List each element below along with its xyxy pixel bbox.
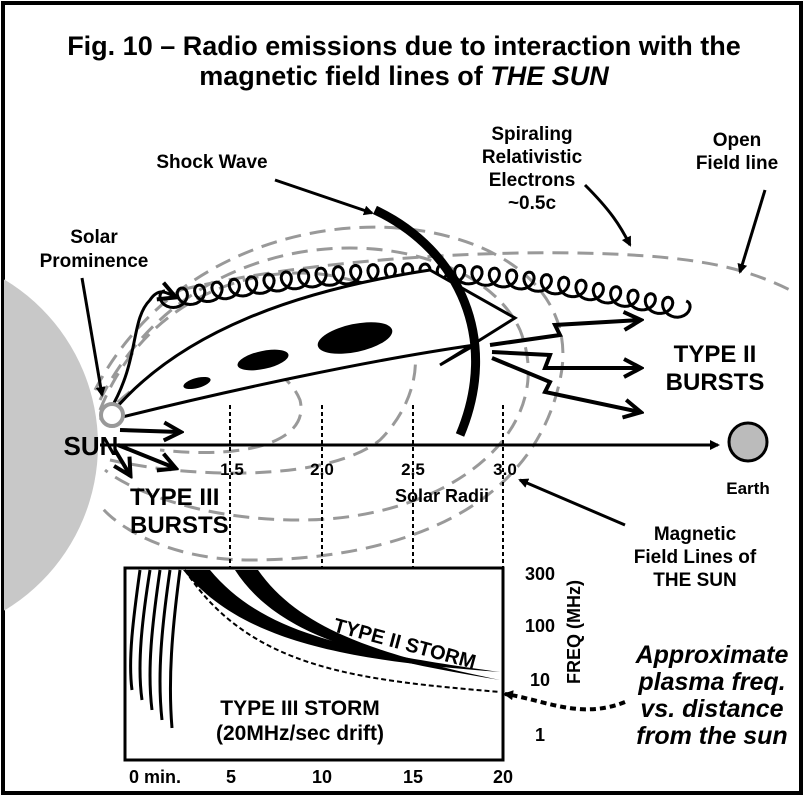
shock-wave-label: Shock Wave — [156, 152, 267, 173]
burst-arrows — [115, 320, 640, 475]
time-tick: 0 min. — [129, 767, 181, 787]
type3-bursts-label: TYPE III — [130, 484, 219, 511]
title-line2: magnetic field lines of THE SUN — [199, 61, 609, 91]
electrons-label: Spiraling — [491, 124, 572, 145]
radii-axis-label: Solar Radii — [395, 486, 489, 506]
plasma-note: vs. distance — [640, 695, 783, 723]
prominence-loop — [108, 292, 175, 411]
title-line1: Fig. 10 – Radio emissions due to interac… — [67, 31, 741, 61]
radii-tick: 1.5 — [220, 460, 244, 479]
field-lines-label: Field Lines of — [634, 547, 757, 568]
pointer-arrows — [80, 178, 767, 697]
freq-tick: 1 — [535, 725, 545, 745]
prominence-label: Prominence — [40, 251, 149, 272]
plasma-note: from the sun — [636, 722, 787, 750]
title-emphasis: THE SUN — [490, 61, 609, 91]
type2-bursts-label: TYPE II — [674, 341, 757, 368]
time-tick: 10 — [312, 767, 332, 787]
time-tick: 5 — [226, 767, 236, 787]
open-field-label: Field line — [696, 153, 778, 174]
type2-band-1 — [183, 570, 500, 672]
type3-storm-label: TYPE III STORM — [220, 697, 379, 720]
freq-tick: 10 — [530, 670, 550, 690]
plasma-curve — [184, 569, 501, 693]
sun — [4, 279, 98, 611]
radii-tick: 2.5 — [401, 460, 425, 479]
prominence-foot — [99, 402, 125, 428]
shock-arrow — [108, 268, 518, 422]
radii-tick: 3.0 — [493, 460, 517, 479]
freq-tick: 300 — [525, 564, 555, 584]
electrons-label: ~0.5c — [508, 193, 557, 214]
plasma-note: plasma freq. — [637, 668, 785, 696]
type3-curves — [129, 569, 182, 729]
freq-axis-label: FREQ (MHz) — [564, 580, 584, 684]
field-lines-label: THE SUN — [653, 570, 736, 591]
earth-label: Earth — [726, 479, 769, 498]
title-text: magnetic field lines of — [199, 61, 484, 91]
plasma-note: Approximate — [635, 641, 789, 669]
prominence-label: Solar — [70, 227, 118, 248]
electrons-label: Electrons — [489, 170, 576, 191]
type3-storm-label: (20MHz/sec drift) — [216, 722, 384, 745]
type2-bursts-label: BURSTS — [666, 369, 765, 396]
open-field-label: Open — [713, 130, 762, 151]
sun-label: SUN — [64, 431, 119, 461]
type2-band-2 — [235, 570, 500, 680]
shock-front — [373, 205, 481, 437]
electron-spiral — [158, 262, 692, 319]
plasma-pointer — [503, 690, 626, 712]
time-tick: 20 — [493, 767, 513, 787]
time-tick: 15 — [403, 767, 423, 787]
earth — [727, 421, 769, 463]
plasma-blobs — [183, 322, 393, 390]
freq-tick: 100 — [525, 616, 555, 636]
radii-tick: 2.0 — [310, 460, 334, 479]
type3-bursts-label: BURSTS — [130, 512, 229, 539]
electrons-label: Relativistic — [482, 147, 583, 168]
field-lines-label: Magnetic — [654, 524, 737, 545]
